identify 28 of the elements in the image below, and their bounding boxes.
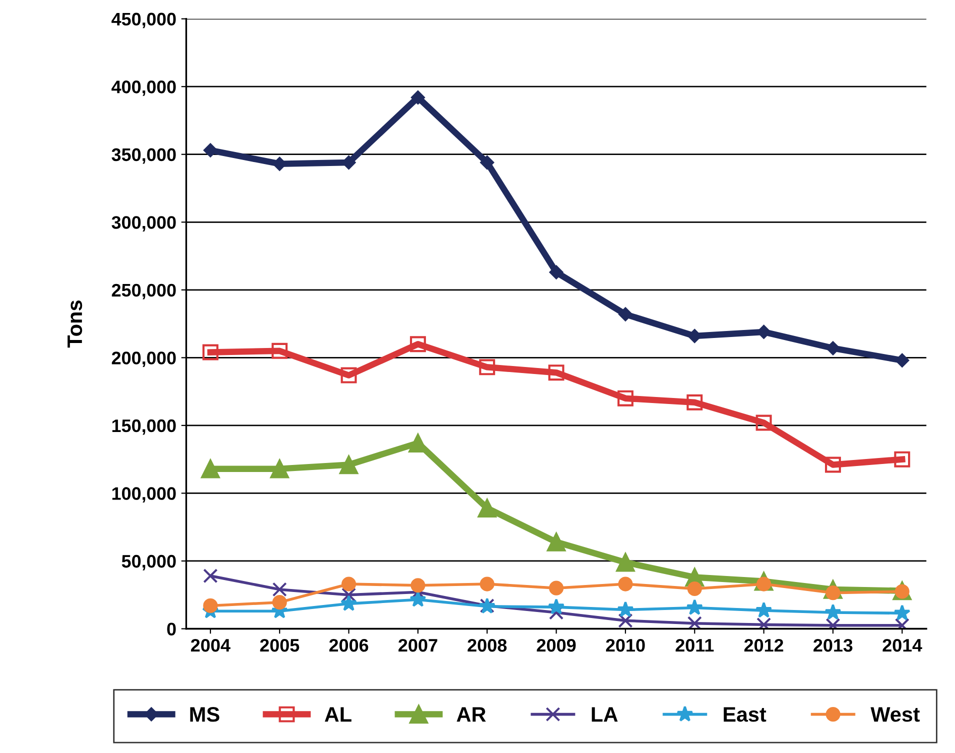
y-tick-label: 0 [167, 622, 176, 636]
x-tick-label: 2012 [744, 638, 784, 652]
legend-label: AR [456, 707, 486, 722]
y-axis-title: Tons [68, 300, 82, 348]
x-tick-label: 2005 [260, 638, 300, 652]
x-tick-label: 2004 [190, 638, 230, 652]
legend-label: AL [324, 707, 352, 722]
legend-label: MS [190, 707, 220, 722]
x-tick-label: 2007 [398, 638, 438, 652]
y-tick-label: 400,000 [112, 80, 176, 96]
legend-label: LA [592, 707, 618, 722]
x-tick-label: 2006 [329, 638, 368, 652]
x-tick-label: 2011 [676, 638, 714, 652]
y-tick-label: 200,000 [112, 352, 176, 368]
y-tick-label: 150,000 [112, 419, 176, 435]
y-tick-label: 250,000 [112, 284, 176, 300]
x-tick-label: 2013 [814, 638, 852, 652]
y-tick-label: 100,000 [112, 487, 176, 503]
y-tick-label: 300,000 [112, 216, 176, 232]
legend-label: West [870, 707, 920, 722]
x-tick-label: 2009 [536, 638, 576, 652]
y-tick-label: 50,000 [122, 554, 176, 570]
x-tick-label: 2010 [606, 638, 645, 652]
x-tick-label: 2008 [468, 638, 507, 652]
legend-label: East [724, 707, 766, 722]
x-tick-label: 2014 [882, 638, 922, 652]
y-tick-label: 350,000 [112, 148, 176, 164]
y-tick-label: 450,000 [112, 12, 176, 28]
